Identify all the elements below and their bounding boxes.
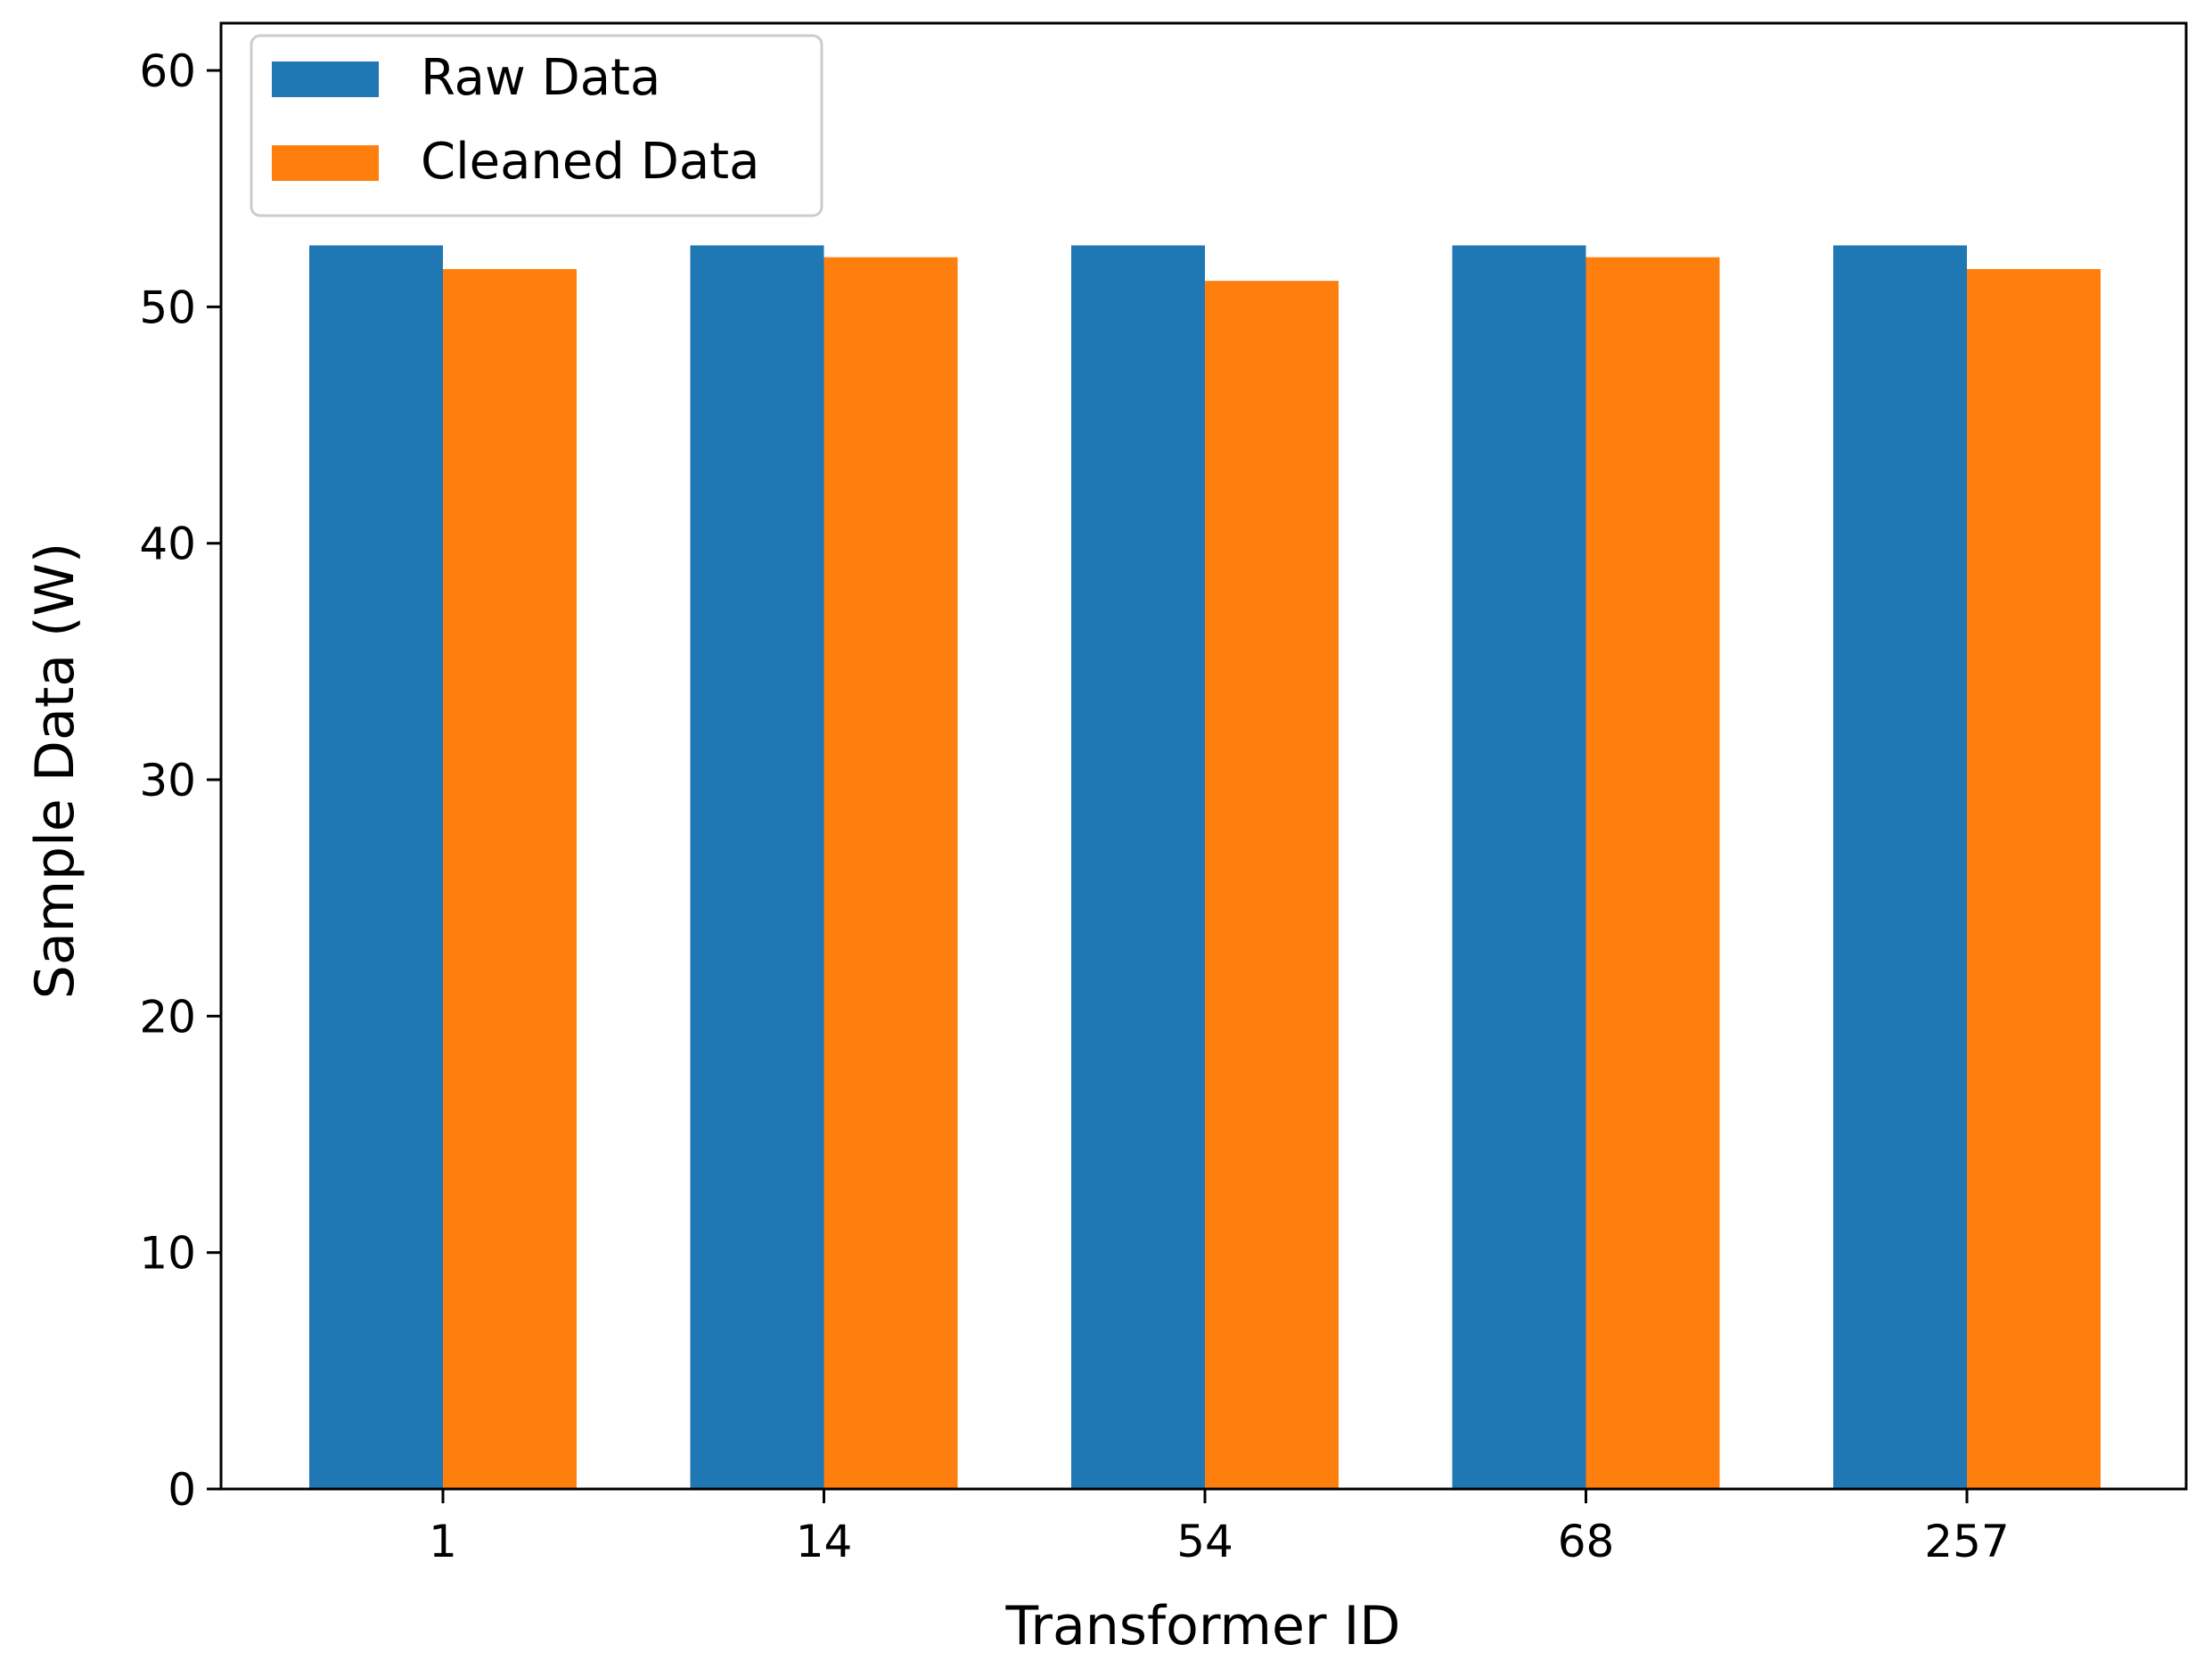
- x-tick-label: 14: [796, 1516, 853, 1567]
- x-axis-label: Transformer ID: [1005, 1595, 1401, 1657]
- y-axis-label: Sample Data (W): [24, 543, 86, 1000]
- x-tick-label: 54: [1176, 1516, 1233, 1567]
- bar-raw-54: [1071, 245, 1205, 1490]
- y-tick-label: 60: [139, 45, 196, 97]
- bar-cleaned-257: [1967, 268, 2101, 1489]
- bar-raw-257: [1833, 245, 1967, 1490]
- bars-layer: [309, 245, 2101, 1490]
- bar-raw-14: [690, 245, 824, 1490]
- y-tick-label: 0: [168, 1464, 196, 1516]
- x-tick-label: 1: [429, 1516, 457, 1567]
- y-tick-label: 40: [139, 519, 196, 570]
- plot-frame: [219, 21, 2188, 1491]
- legend: Raw Data Cleaned Data: [250, 34, 823, 217]
- legend-swatch-cleaned: [272, 145, 379, 181]
- y-tick-label: 10: [139, 1228, 196, 1280]
- bar-cleaned-54: [1205, 281, 1339, 1489]
- x-tick-label: 68: [1558, 1516, 1615, 1567]
- y-tick-label: 30: [139, 755, 196, 806]
- legend-swatch-raw: [272, 61, 379, 97]
- bar-cleaned-68: [1585, 257, 1720, 1490]
- x-axis-ticks: 1 14 54 68 257: [429, 1489, 2010, 1567]
- bar-raw-1: [309, 245, 443, 1490]
- y-tick-label: 20: [139, 991, 196, 1043]
- legend-label-cleaned: Cleaned Data: [421, 133, 759, 191]
- bar-cleaned-1: [443, 268, 577, 1489]
- bar-cleaned-14: [823, 257, 958, 1490]
- y-axis-ticks: 0 10 20 30 40 50 60: [139, 45, 221, 1516]
- x-tick-label: 257: [1924, 1516, 2009, 1567]
- legend-label-raw: Raw Data: [421, 49, 660, 107]
- legend-box: [250, 34, 823, 217]
- bar-raw-68: [1452, 245, 1586, 1490]
- y-tick-label: 50: [139, 282, 196, 333]
